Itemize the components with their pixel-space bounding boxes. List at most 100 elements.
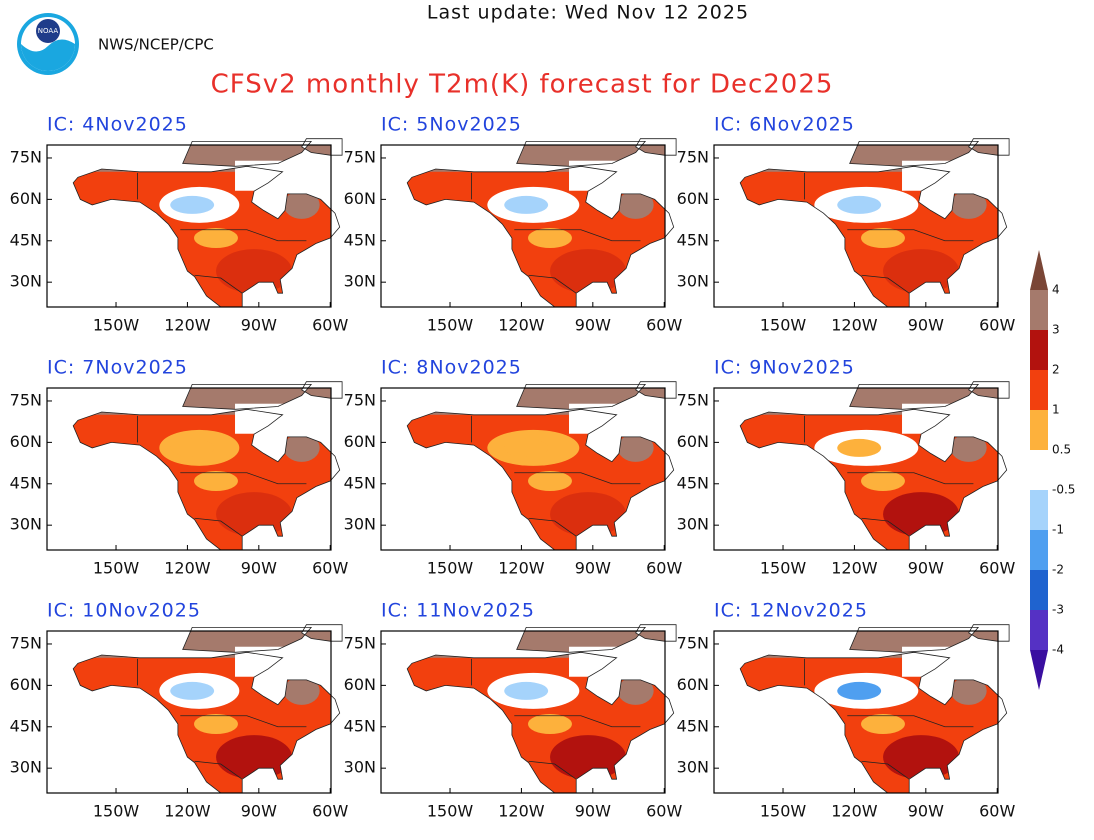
lon-label: 150W — [427, 316, 474, 335]
lat-label: 45N — [10, 230, 42, 249]
frame — [46, 630, 332, 794]
arctic-white — [235, 160, 296, 191]
map-panel: 75N 60N 45N 30N 150W 120W 90W 60W — [677, 138, 1015, 335]
us-warm — [550, 492, 627, 537]
cb-label: -3 — [1052, 603, 1064, 617]
map-fill — [407, 631, 665, 793]
gold-edge — [527, 714, 572, 735]
lat-label: 60N — [677, 189, 709, 208]
land — [407, 631, 665, 793]
arctic-white — [902, 160, 963, 191]
gold-edge — [527, 228, 572, 249]
lat-label: 75N — [10, 633, 42, 652]
arctic-white — [235, 403, 296, 434]
arctic-white — [569, 646, 630, 677]
lat-label: 75N — [677, 633, 709, 652]
gold-edge — [860, 471, 905, 492]
lat-label: 30N — [10, 272, 42, 291]
lon-label: 120W — [164, 316, 211, 335]
panel-label: IC: 11Nov2025 — [381, 600, 535, 622]
gold-edge — [860, 714, 905, 735]
lon-label: 90W — [241, 802, 277, 821]
cold-core — [504, 195, 549, 214]
lon-label: 120W — [498, 316, 545, 335]
map-panel: 75N 60N 45N 30N 150W 120W 90W 60W — [344, 624, 682, 821]
lat-label: 30N — [10, 515, 42, 534]
cold-core — [170, 195, 215, 214]
lon-label: 90W — [908, 559, 944, 578]
map-panel: 75N 60N 45N 30N 150W 120W 90W 60W — [10, 624, 348, 821]
lon-label: 90W — [241, 559, 277, 578]
lon-label: 150W — [427, 559, 474, 578]
map-fill — [740, 145, 998, 307]
frame — [713, 387, 999, 551]
lon-label: 150W — [93, 802, 140, 821]
cold-core — [837, 195, 882, 214]
panel-label: IC: 7Nov2025 — [47, 357, 188, 379]
lon-label: 120W — [831, 316, 878, 335]
lat-label: 60N — [344, 675, 376, 694]
borders — [471, 172, 641, 294]
lon-label: 90W — [241, 316, 277, 335]
lon-label: 150W — [93, 316, 140, 335]
cb-label: 0.5 — [1052, 443, 1071, 457]
map-fill — [73, 145, 331, 307]
borders — [137, 172, 307, 294]
arctic-white — [902, 646, 963, 677]
lat-label: 30N — [677, 272, 709, 291]
lon-label: 120W — [831, 559, 878, 578]
frame — [713, 144, 999, 308]
noaa-logo: NOAA — [17, 13, 79, 75]
lon-label: 60W — [646, 802, 682, 821]
land — [740, 388, 998, 550]
lat-label: 45N — [344, 473, 376, 492]
lon-label: 150W — [760, 802, 807, 821]
frame — [380, 630, 666, 794]
frame — [713, 630, 999, 794]
canada-east — [950, 190, 987, 219]
us-warm — [550, 735, 627, 780]
map-panel: 75N 60N 45N 30N 150W 120W 90W 60W — [677, 381, 1015, 578]
gold-edge — [193, 471, 238, 492]
lon-label: 120W — [831, 802, 878, 821]
panel-label: IC: 8Nov2025 — [381, 357, 522, 379]
us-warm — [883, 735, 960, 780]
panel-label: IC: 10Nov2025 — [47, 600, 201, 622]
panel-label: IC: 4Nov2025 — [47, 114, 188, 136]
coast — [739, 624, 1010, 794]
lat-label: 75N — [344, 147, 376, 166]
lat-label: 75N — [677, 147, 709, 166]
map-panel: 75N 60N 45N 30N 150W 120W 90W 60W — [10, 138, 348, 335]
map-fill — [740, 388, 998, 550]
lon-label: 120W — [498, 802, 545, 821]
coast — [406, 381, 677, 551]
coast — [72, 138, 343, 308]
canada-east — [283, 190, 320, 219]
lon-label: 90W — [908, 316, 944, 335]
map-fill — [73, 631, 331, 793]
lat-label: 60N — [344, 189, 376, 208]
lon-label: 60W — [312, 316, 348, 335]
cold-core — [837, 438, 882, 457]
arctic-white — [569, 160, 630, 191]
lon-label: 60W — [979, 559, 1015, 578]
cold-core — [170, 681, 215, 700]
coast — [739, 138, 1010, 308]
cold-core — [504, 438, 549, 457]
lat-label: 60N — [10, 675, 42, 694]
lon-label: 120W — [164, 559, 211, 578]
canada-east — [950, 433, 987, 462]
arctic-white — [902, 403, 963, 434]
cb-segment — [1030, 530, 1048, 570]
panel-label: IC: 9Nov2025 — [714, 357, 855, 379]
cb-segment — [1030, 410, 1048, 450]
lat-label: 30N — [344, 272, 376, 291]
borders — [471, 658, 641, 780]
lon-label: 150W — [760, 316, 807, 335]
land — [407, 388, 665, 550]
lon-label: 60W — [312, 559, 348, 578]
canada-east — [617, 676, 654, 705]
gold-edge — [193, 228, 238, 249]
lat-label: 30N — [10, 758, 42, 777]
